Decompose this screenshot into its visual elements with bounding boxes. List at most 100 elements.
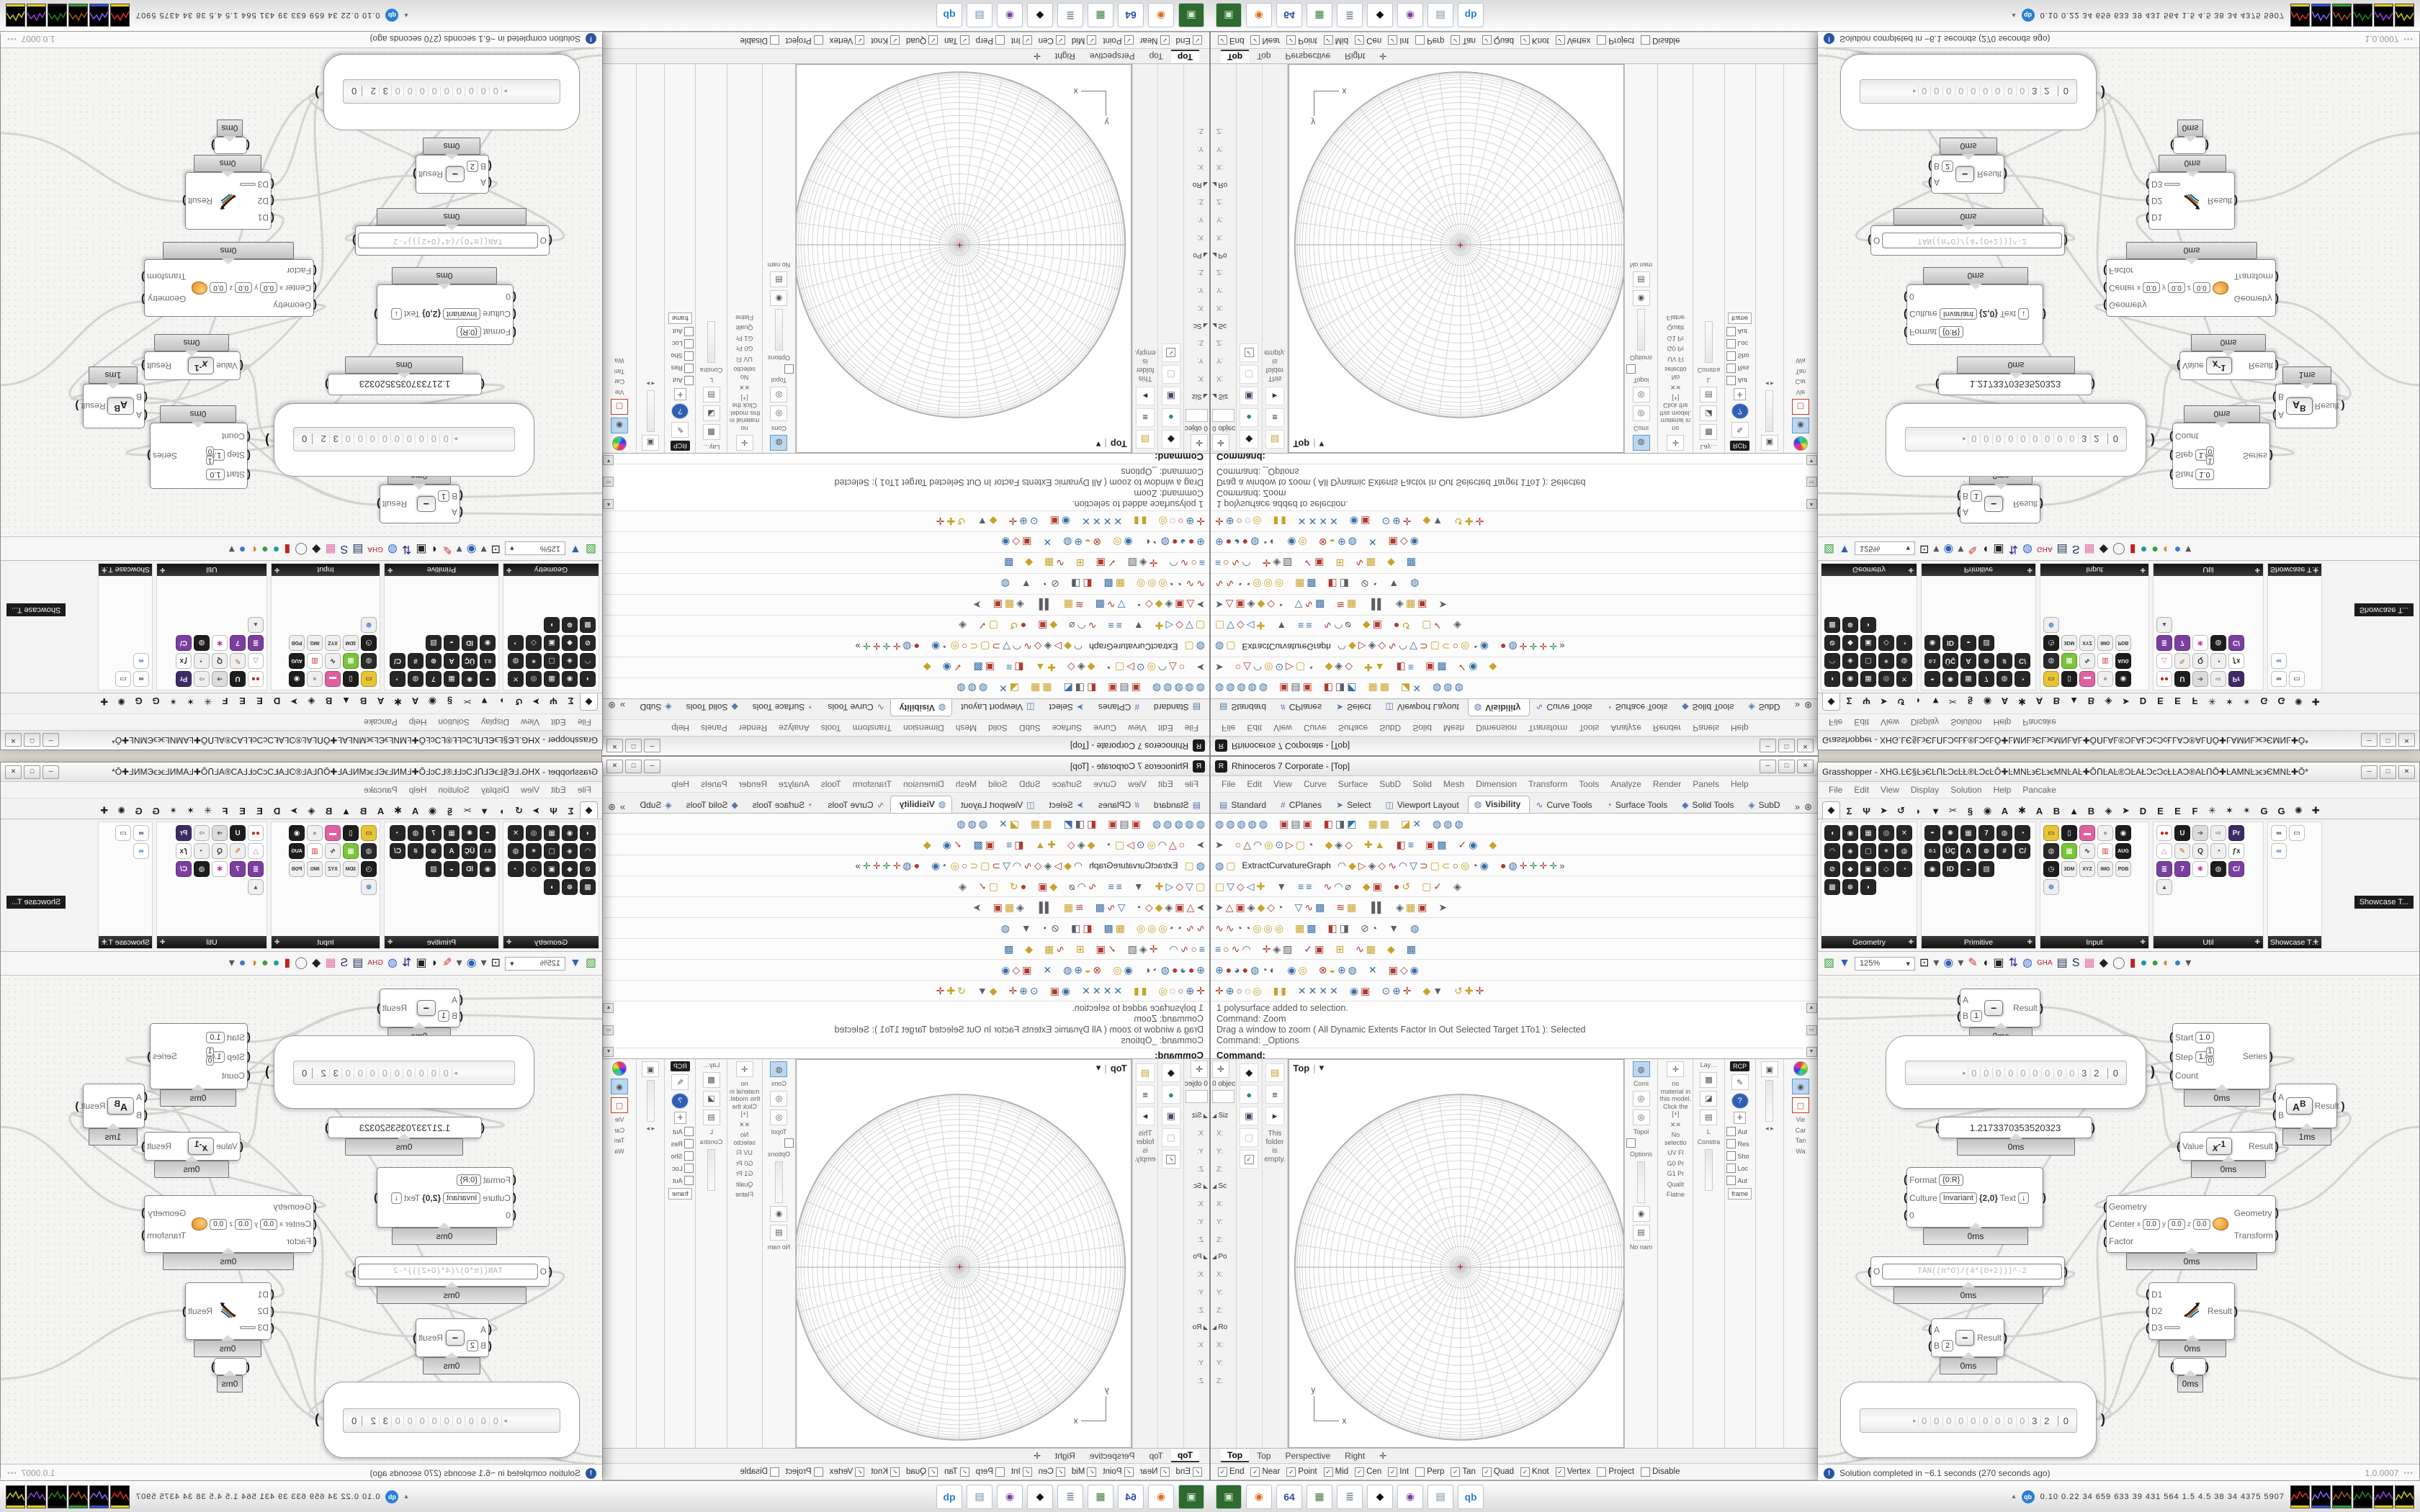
boxedit-input[interactable]	[1212, 1090, 1234, 1103]
tray-app-icon[interactable]: qb	[385, 1490, 398, 1503]
toolbar-icon[interactable]: ▣	[1303, 683, 1312, 693]
rhino-command-prompt[interactable]: Command:	[1216, 451, 1803, 464]
osnap-vertex[interactable]: ✓ Vertex	[830, 1467, 865, 1477]
toolbar-icon[interactable]: ◎	[1158, 923, 1167, 933]
toolbar-icon[interactable]: ◈	[1044, 642, 1052, 652]
toolbar-icon[interactable]: ◈	[1044, 860, 1052, 870]
palette-header[interactable]: Util ✚	[157, 936, 266, 948]
osnap-disable[interactable]: Disable	[740, 1467, 779, 1477]
palette-component-icon[interactable]: ∿	[325, 653, 341, 669]
toolbar-icon[interactable]: ✕	[1082, 516, 1090, 526]
output-notch-icon[interactable]: )	[377, 499, 380, 510]
palette-component-icon[interactable]: 0.1	[480, 653, 496, 669]
palette-component-icon[interactable]: ●●	[248, 671, 264, 687]
folder-panel-icon[interactable]: ▤	[1265, 430, 1284, 449]
empty-value[interactable]	[240, 183, 256, 186]
toolbar-icon[interactable]: ✕	[999, 683, 1008, 693]
toolbar-icon[interactable]: ⊘	[1051, 579, 1059, 589]
taskbar-app-2[interactable]: ◉	[1148, 4, 1174, 28]
maximize-button[interactable]: □	[24, 734, 40, 747]
output-notch-icon[interactable]: )	[352, 235, 356, 246]
toolbar-icon[interactable]: ▼	[977, 986, 987, 996]
toolbar-icon[interactable]: ◆	[1049, 621, 1057, 631]
input-notch-icon[interactable]: (	[549, 235, 552, 246]
input-notch-icon[interactable]: (	[2103, 1236, 2107, 1247]
toolbar-icon[interactable]: ⊃	[992, 860, 1000, 870]
menu-item-help[interactable]: Help	[666, 778, 694, 791]
gh-node-merge[interactable]: (D1(D2(D3 Result)	[2148, 172, 2235, 230]
toolbar-icon[interactable]: ◨	[1071, 923, 1080, 933]
panel-button[interactable]: ✛	[674, 1112, 687, 1124]
palette-component-icon[interactable]: XYZ	[325, 635, 341, 651]
gh-tab-24[interactable]: ✴	[2238, 803, 2255, 819]
toolbar-tab-subd[interactable]: ◈ SubD	[1742, 699, 1788, 715]
dock-tool-icon[interactable]: ▣	[1162, 1107, 1180, 1125]
toolbar-icon[interactable]: ◔	[1277, 902, 1283, 912]
gh-tab-2[interactable]: Ψ	[545, 693, 562, 708]
toolbar-icon[interactable]: ◍	[1443, 683, 1452, 693]
toolbar-icon[interactable]: ⊂	[1442, 860, 1451, 870]
gh-tab-12[interactable]: A	[2031, 693, 2048, 708]
toolbar-icon[interactable]: ▮	[1281, 986, 1286, 996]
toolbar-icon[interactable]: ↺	[1454, 986, 1463, 996]
toolbar-icon[interactable]: ▦	[1366, 558, 1376, 568]
gh-node-subtraction[interactable]: (A(B 1− Result)	[1960, 485, 2040, 523]
gh-toolbar-icon[interactable]: ▾	[457, 958, 462, 969]
download-icon[interactable]: ↓	[2018, 1192, 2030, 1204]
toolbar-icon[interactable]: ▢	[1226, 860, 1235, 870]
palette-component-icon[interactable]: ◍	[361, 653, 377, 669]
gh-tab-13[interactable]: B	[2048, 804, 2065, 819]
toolbar-icon[interactable]: ▽	[1003, 642, 1010, 652]
toolbar-icon[interactable]: ⊙	[1137, 662, 1145, 672]
panel-icon[interactable]: ◎	[1633, 387, 1650, 403]
toolbar-icon[interactable]: ⊞	[1335, 558, 1344, 568]
palette-component-icon[interactable]: ✺	[1942, 825, 1958, 841]
toolbar-icon[interactable]: ▣	[1389, 965, 1398, 975]
panel-icon[interactable]: ▤	[1700, 387, 1717, 403]
taskbar-app-6[interactable]: ◆	[1367, 4, 1393, 28]
gh-tab-12[interactable]: A	[372, 804, 389, 819]
toolbar-icon[interactable]: ⊙	[1137, 840, 1145, 850]
toolbar-icon[interactable]: ∿	[1023, 642, 1032, 652]
toolbar-icon[interactable]: ▷	[1126, 840, 1134, 850]
axis-tool-icon[interactable]: ✛	[883, 861, 891, 870]
menu-item-subd[interactable]: SubD	[1374, 721, 1406, 734]
palette-component-icon[interactable]: Pr	[176, 671, 192, 687]
palette-component-icon[interactable]: ⊕	[1842, 617, 1858, 633]
output-notch-icon[interactable]: )	[315, 86, 319, 99]
toolbar-icon[interactable]: ⊗	[1093, 965, 1102, 975]
palette-expand-icon[interactable]: ✚	[506, 566, 512, 574]
viewport-title[interactable]: Top | ▾	[1293, 438, 1324, 450]
toolbar-icon[interactable]: ◎	[1252, 986, 1261, 996]
taskbar-app-8[interactable]: ▤	[967, 4, 992, 28]
palette-component-icon[interactable]: C/	[176, 861, 192, 877]
toolbar-icon[interactable]: ◇	[1034, 642, 1042, 652]
input-notch-icon[interactable]: (	[2103, 1219, 2107, 1230]
gh-tab-0[interactable]: ◆	[1822, 801, 1840, 819]
toolbar-icon[interactable]: ∿	[1056, 944, 1065, 954]
dock-tool-icon[interactable]: ▣	[1240, 387, 1258, 405]
toolbar-icon[interactable]: ▷	[1358, 860, 1366, 870]
menu-item-curve[interactable]: Curve	[1299, 778, 1332, 791]
gh-tab-23[interactable]: ✶	[182, 803, 199, 819]
gh-tab-14[interactable]: ▲	[2066, 804, 2082, 819]
minimize-button[interactable]: ─	[644, 739, 660, 753]
toolbar-icon[interactable]: ⊕	[1019, 516, 1028, 526]
panel-icon[interactable]: ◎	[771, 1110, 788, 1125]
toolbar-icon[interactable]: ◆	[1363, 881, 1371, 891]
output-notch-icon[interactable]: )	[2040, 499, 2043, 510]
palette-component-icon[interactable]: PDB	[289, 861, 305, 877]
panel-icon[interactable]: ✎	[1731, 422, 1749, 438]
toolbar-tab-standard[interactable]: ▤ Standard	[1214, 797, 1275, 813]
gh-tab-3[interactable]: ➤	[528, 693, 544, 709]
toolbar-icon[interactable]: ▩	[1307, 923, 1316, 933]
toolbar-icon[interactable]: ✕	[1298, 986, 1307, 996]
palette-component-icon[interactable]: ƒx	[176, 843, 192, 859]
palette-component-icon[interactable]: AUG	[289, 653, 305, 669]
toolbar-icon[interactable]: ▣	[1108, 683, 1117, 693]
toolbar-icon[interactable]: ▣	[1236, 600, 1245, 610]
panel-checkbox[interactable]: Res	[671, 364, 694, 373]
toolbar-icon[interactable]: ◔	[1471, 860, 1477, 870]
toolbar-icon[interactable]: ▷	[1054, 860, 1062, 870]
toolbar-icon[interactable]: ○	[1179, 662, 1185, 672]
